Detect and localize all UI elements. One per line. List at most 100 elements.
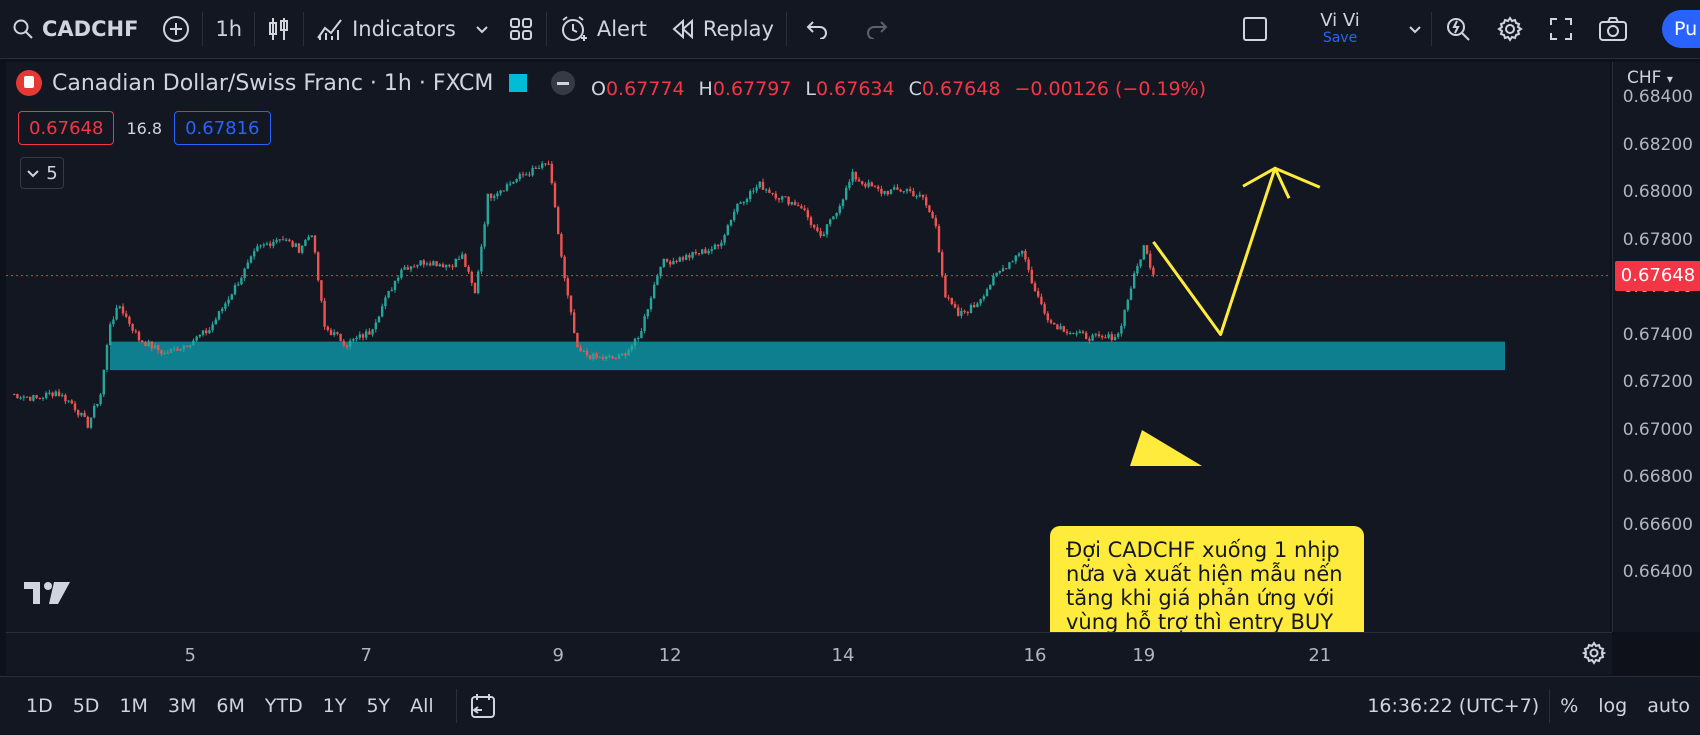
snapshot-button[interactable]	[1586, 0, 1640, 58]
range-1m-button[interactable]: 1M	[119, 694, 148, 717]
candle-body	[809, 217, 813, 225]
indicators-dropdown[interactable]	[468, 0, 496, 58]
auto-toggle[interactable]: auto	[1647, 694, 1690, 717]
user-name: Vi Vi	[1320, 10, 1360, 32]
candle-body	[886, 191, 889, 195]
redo-icon	[865, 19, 889, 39]
candle-body	[627, 349, 630, 356]
log-toggle[interactable]: log	[1598, 694, 1628, 717]
candle-body	[557, 207, 560, 234]
replay-button[interactable]: Replay	[659, 0, 786, 58]
percent-toggle[interactable]: %	[1560, 694, 1579, 717]
indicators-label: Indicators	[352, 17, 456, 41]
candle-body	[544, 163, 547, 165]
candle-body	[912, 191, 915, 197]
fullscreen-button[interactable]	[1536, 0, 1586, 58]
candle-body	[1133, 273, 1136, 289]
collapse-legend-button[interactable]	[551, 71, 576, 95]
candle-body	[915, 196, 918, 198]
range-1y-button[interactable]: 1Y	[322, 694, 347, 717]
indicators-button[interactable]: Indicators	[304, 0, 468, 58]
range-ytd-button[interactable]: YTD	[264, 694, 303, 717]
candle-body	[352, 339, 355, 341]
candle-body	[416, 265, 419, 267]
ohlc-value: 0.67648	[921, 78, 1001, 100]
range-1d-button[interactable]: 1D	[26, 694, 53, 717]
candle-body	[569, 295, 573, 313]
candle-body	[726, 225, 729, 235]
range-all-button[interactable]: All	[410, 694, 434, 717]
chart-pane[interactable]: Canadian Dollar/Swiss Franc · 1h · FXCM …	[6, 62, 1610, 632]
candle-body	[621, 353, 624, 356]
range-5y-button[interactable]: 5Y	[366, 694, 391, 717]
candle-body	[297, 243, 301, 253]
candle-body	[86, 416, 89, 428]
layout-button[interactable]	[496, 0, 546, 58]
projection-path	[1152, 166, 1321, 336]
time-label: 7	[360, 645, 372, 666]
publish-label: Pu	[1674, 18, 1698, 40]
candle-body	[941, 252, 944, 276]
alert-label: Alert	[596, 17, 647, 41]
undo-icon	[805, 19, 829, 39]
candle-body	[505, 184, 509, 191]
tradingview-logo[interactable]	[24, 582, 70, 608]
range-5d-button[interactable]: 5D	[72, 694, 100, 717]
currency-selector[interactable]: CHF ▾	[1627, 68, 1673, 88]
candle-body	[998, 270, 1001, 273]
range-3m-button[interactable]: 3M	[167, 694, 197, 717]
user-menu[interactable]: Vi Vi Save	[1281, 0, 1399, 58]
settings-button[interactable]	[1484, 0, 1536, 58]
candle-body	[1008, 262, 1011, 269]
toolbar-divider	[455, 688, 457, 723]
candle-body	[403, 267, 406, 270]
buy-price-button[interactable]: 0.67816	[174, 111, 271, 145]
quick-search-button[interactable]	[1432, 0, 1484, 58]
clock-display[interactable]: 16:36:22 (UTC+7)	[1367, 694, 1540, 717]
candle-body	[182, 345, 185, 349]
sell-price-button[interactable]: 0.67648	[18, 111, 115, 145]
axis-settings-button[interactable]	[1582, 641, 1606, 669]
bookmark-icon[interactable]	[509, 74, 528, 92]
chart-type-button[interactable]	[255, 0, 303, 58]
indicators-count: 5	[46, 162, 58, 184]
candle-body	[73, 403, 77, 411]
layout-select[interactable]	[1229, 0, 1281, 58]
candle-body	[944, 275, 947, 298]
price-axis[interactable]: CHF ▾ 0.684000.682000.680000.678000.6760…	[1612, 62, 1700, 632]
candle-body	[1005, 268, 1008, 270]
candle-body	[512, 182, 515, 184]
ohlc-value: −0.00126 (−0.19%)	[1014, 78, 1207, 100]
candle-body	[246, 262, 249, 269]
compare-button[interactable]	[150, 0, 202, 58]
ohlc-key: C	[908, 78, 922, 100]
ohlc-item: L0.67634	[805, 78, 894, 100]
indicators-toggle[interactable]: 5	[20, 157, 64, 189]
candle-body	[496, 193, 499, 197]
goto-date-button[interactable]	[457, 677, 509, 735]
candle-body	[1145, 245, 1149, 254]
candle-body	[1053, 322, 1056, 325]
user-menu-dropdown[interactable]	[1399, 0, 1431, 58]
symbol-search[interactable]: CADCHF	[0, 0, 150, 58]
price-chart[interactable]	[6, 62, 1610, 632]
alert-button[interactable]: Alert	[547, 0, 659, 58]
annotation-callout[interactable]: Đợi CADCHF xuống 1 nhịp nữa và xuất hiện…	[1050, 526, 1364, 632]
candle-body	[976, 303, 979, 308]
time-axis[interactable]: 5 7 9 12 14 16 19 21	[6, 632, 1612, 675]
publish-button[interactable]: Pu	[1662, 10, 1700, 48]
redo-button[interactable]	[847, 0, 907, 58]
candle-body	[521, 174, 525, 176]
candle-body	[166, 352, 169, 354]
candle-body	[304, 240, 307, 246]
interval-button[interactable]: 1h	[203, 0, 254, 58]
fullscreen-icon	[1548, 16, 1574, 42]
range-6m-button[interactable]: 6M	[216, 694, 245, 717]
candle-body	[160, 350, 163, 354]
candle-body	[1059, 326, 1062, 330]
minus-icon	[557, 81, 570, 85]
currency-label: CHF	[1627, 68, 1662, 88]
candle-body	[467, 266, 470, 272]
undo-button[interactable]	[787, 0, 847, 58]
candle-body	[960, 310, 963, 316]
